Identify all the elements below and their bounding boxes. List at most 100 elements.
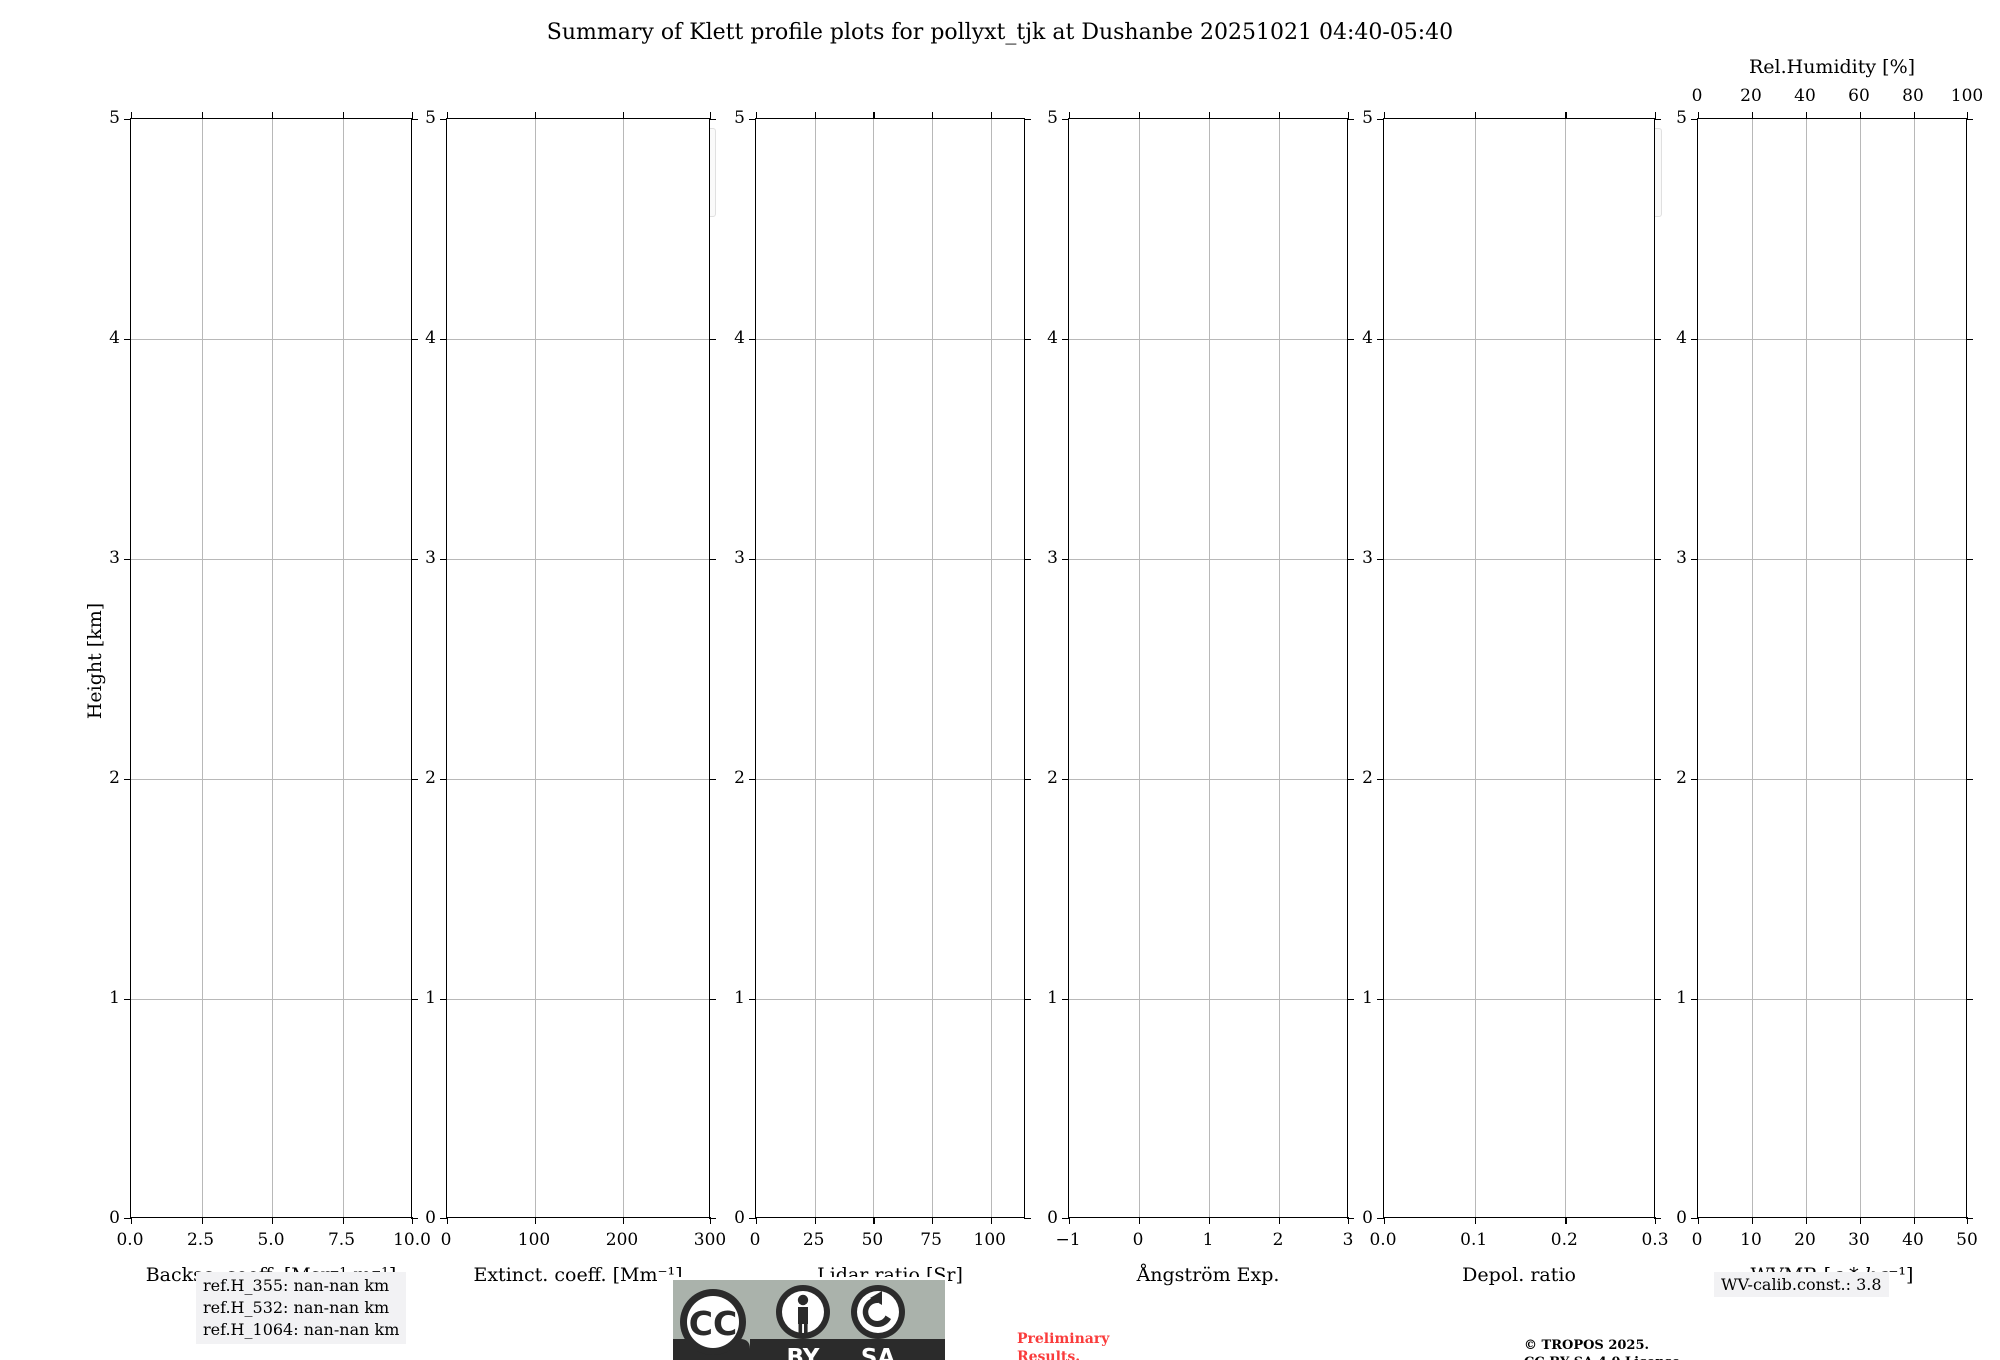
plot-area-depolarization-ratio[interactable] [1377, 112, 1661, 1224]
y-tick-label: 5 [425, 108, 436, 128]
x-tick [1966, 1217, 1968, 1224]
x-tick-top [1139, 112, 1141, 119]
y-tick-right [1654, 779, 1661, 781]
plot-area-lidar-ratio[interactable] [749, 112, 1031, 1224]
y-tick-right [411, 119, 418, 121]
y-tick-label: 3 [1047, 548, 1058, 568]
x-tick [1752, 1217, 1754, 1224]
x-tick [1860, 1217, 1862, 1224]
top-axis-tick-label: 100 [1950, 86, 1984, 106]
gridline-vertical [814, 119, 816, 1217]
y-tick-label: 0 [734, 1208, 745, 1228]
x-tick [1654, 1217, 1656, 1224]
gridline-horizontal [756, 559, 1024, 560]
x-tick-top [1384, 112, 1386, 119]
y-tick-right [1966, 119, 1973, 121]
gridline-vertical [535, 119, 536, 1217]
gridline-horizontal [1698, 999, 1966, 1000]
plot-area-backscatter[interactable] [124, 112, 418, 1224]
y-tick-right [411, 559, 418, 561]
gridline-vertical-top-axis [1806, 119, 1807, 1217]
top-axis-tick [1806, 112, 1808, 119]
y-tick-label: 3 [1362, 548, 1373, 568]
x-tick [814, 1217, 816, 1224]
gridline-horizontal [1698, 339, 1966, 340]
y-tick [749, 559, 756, 561]
y-tick [749, 779, 756, 781]
y-tick-right [411, 339, 418, 341]
y-tick [440, 119, 447, 121]
y-tick [124, 999, 131, 1001]
gridline-horizontal [447, 779, 709, 780]
x-tick [623, 1217, 625, 1224]
y-tick [124, 779, 131, 781]
x-tick-label: 3 [1342, 1230, 1354, 1250]
x-tick-top [623, 112, 625, 119]
top-axis-tick-label: 40 [1794, 86, 1816, 106]
gridline-horizontal [1069, 339, 1347, 340]
x-tick-top [756, 112, 758, 119]
y-tick-right [411, 779, 418, 781]
x-tick [1914, 1217, 1916, 1224]
y-tick [1377, 339, 1384, 341]
x-tick-label: 0.3 [1641, 1230, 1669, 1250]
y-tick-label: 5 [1047, 108, 1058, 128]
top-axis-tick-label: 80 [1902, 86, 1924, 106]
y-tick-label: 3 [734, 548, 745, 568]
x-tick [1279, 1217, 1281, 1224]
top-axis-tick [1698, 112, 1700, 119]
x-tick-top [342, 112, 344, 119]
y-tick-right [709, 339, 716, 341]
preliminary-results-note: Preliminary Results. [1017, 1331, 1109, 1360]
y-tick-right [1654, 559, 1661, 561]
y-tick [1691, 999, 1698, 1001]
copyright-line-2: CC BY SA 4.0 License. [1524, 1355, 1685, 1360]
x-tick [1069, 1217, 1071, 1224]
x-tick [1806, 1217, 1808, 1224]
gridline-horizontal [1698, 779, 1966, 780]
x-tick-label: 50 [861, 1230, 884, 1250]
x-tick-top [131, 112, 133, 119]
x-tick-top [873, 112, 875, 119]
plot-area-angstrom-exponent[interactable] [1062, 112, 1354, 1224]
x-tick-top [1474, 112, 1476, 119]
y-tick-right [411, 1217, 418, 1219]
wv-calib-const-box: WV-calib.const.: 3.8 [1714, 1272, 1889, 1297]
y-tick-label: 2 [109, 768, 120, 788]
x-tick-top [535, 112, 537, 119]
gridline-vertical-top-axis [1752, 119, 1753, 1217]
y-tick [1691, 1217, 1698, 1219]
gridline-horizontal [131, 339, 411, 340]
gridline-horizontal [756, 339, 1024, 340]
gridline-vertical [1279, 119, 1280, 1217]
y-tick [749, 119, 756, 121]
gridline-vertical [201, 119, 203, 1217]
y-tick [440, 1217, 447, 1219]
y-tick [1691, 339, 1698, 341]
y-tick [1062, 1217, 1069, 1219]
y-tick-right [1966, 339, 1973, 341]
y-tick-label: 4 [425, 328, 436, 348]
y-tick-label: 0 [425, 1208, 436, 1228]
panel-lidar-ratio: 0 1 2 3 4 5 0 25 50 75 100 Lidar ratio [Sr] [734, 108, 1031, 1286]
y-tick-label: 1 [1676, 988, 1687, 1008]
plot-area-wvmr[interactable] [1691, 112, 1973, 1224]
x-tick [873, 1217, 875, 1224]
y-tick [1377, 779, 1384, 781]
cc-by-label: BY [787, 1345, 820, 1360]
x-axis-title-depolarization-ratio: Depol. ratio [1462, 1264, 1576, 1286]
plot-area-extinction[interactable] [440, 112, 716, 1224]
y-tick [1062, 779, 1069, 781]
x-tick-label: 0 [749, 1230, 761, 1250]
x-tick-label: 0.2 [1550, 1230, 1578, 1250]
y-tick [124, 339, 131, 341]
y-tick-right [1654, 339, 1661, 341]
x-tick [1384, 1217, 1386, 1224]
gridline-horizontal [131, 999, 411, 1000]
gridline-horizontal [131, 559, 411, 560]
y-tick [1691, 559, 1698, 561]
y-tick-right [1024, 779, 1031, 781]
gridline-horizontal [447, 999, 709, 1000]
